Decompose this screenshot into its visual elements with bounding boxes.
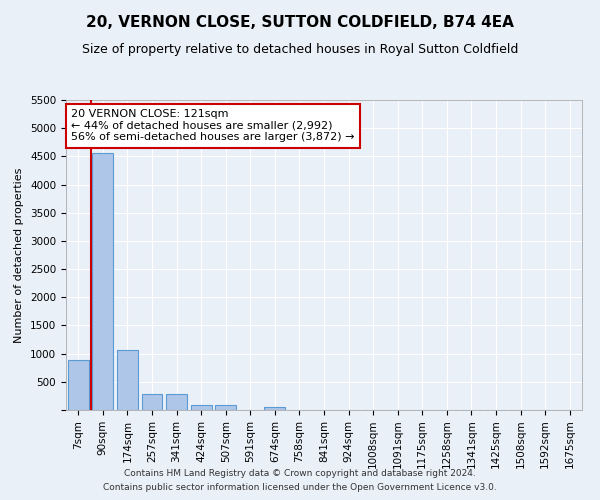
Y-axis label: Number of detached properties: Number of detached properties (14, 168, 25, 342)
Text: Contains HM Land Registry data © Crown copyright and database right 2024.: Contains HM Land Registry data © Crown c… (124, 468, 476, 477)
Bar (265, 406, 286, 410)
Bar (68, 360, 89, 410)
Bar (215, 406, 236, 410)
Bar (117, 350, 138, 410)
Bar (142, 394, 163, 410)
Text: Contains public sector information licensed under the Open Government Licence v3: Contains public sector information licen… (103, 484, 497, 492)
Bar (191, 405, 212, 410)
Text: 20, VERNON CLOSE, SUTTON COLDFIELD, B74 4EA: 20, VERNON CLOSE, SUTTON COLDFIELD, B74 … (86, 15, 514, 30)
Bar (166, 394, 187, 410)
Text: 20 VERNON CLOSE: 121sqm
← 44% of detached houses are smaller (2,992)
56% of semi: 20 VERNON CLOSE: 121sqm ← 44% of detache… (71, 110, 355, 142)
Bar (92, 153, 113, 410)
Text: Size of property relative to detached houses in Royal Sutton Coldfield: Size of property relative to detached ho… (82, 42, 518, 56)
